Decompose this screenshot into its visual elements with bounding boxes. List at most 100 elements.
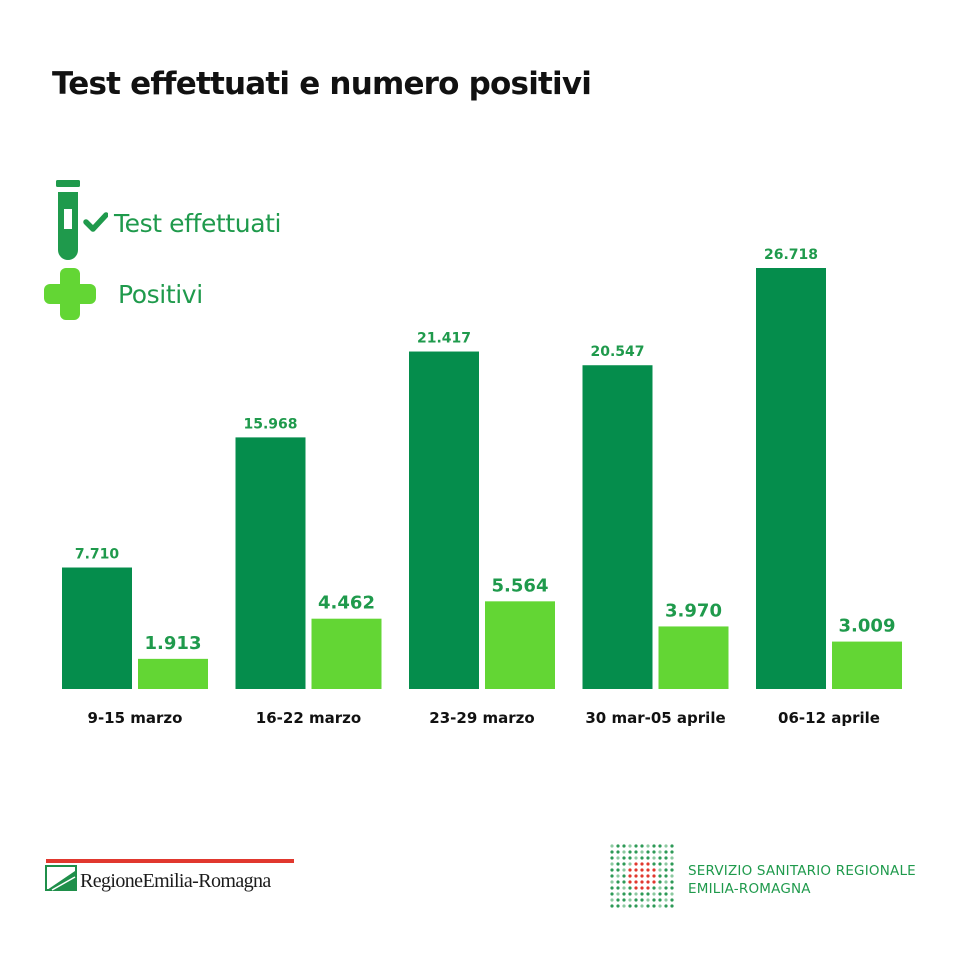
logo-dot bbox=[664, 862, 668, 866]
logo-dot bbox=[646, 856, 650, 860]
logo-dot bbox=[616, 850, 620, 854]
x-tick-label: 23-29 marzo bbox=[429, 709, 534, 727]
logo-dot bbox=[646, 868, 650, 872]
bar-positives bbox=[485, 601, 555, 689]
logo-dot bbox=[664, 904, 668, 908]
logo-dot bbox=[616, 898, 620, 902]
logo-dot bbox=[616, 892, 620, 896]
logo-dot bbox=[646, 880, 650, 884]
logo-dot bbox=[622, 850, 626, 854]
data-label-tests: 20.547 bbox=[590, 344, 644, 360]
test-tube-check-icon bbox=[56, 180, 108, 260]
logo-dot bbox=[652, 874, 656, 878]
logo-dot bbox=[652, 904, 656, 908]
logo-dot bbox=[610, 904, 614, 908]
logo-dot bbox=[622, 898, 626, 902]
logo-dot bbox=[652, 898, 656, 902]
logo-dot bbox=[664, 850, 668, 854]
bar-positives bbox=[311, 618, 382, 689]
logo-dot bbox=[664, 886, 668, 890]
logo-dot bbox=[664, 874, 668, 878]
logo-dot bbox=[652, 880, 656, 884]
logo-dot bbox=[640, 868, 644, 872]
logo-dot bbox=[628, 868, 632, 872]
logo-dot bbox=[616, 868, 620, 872]
bar-positives bbox=[658, 626, 729, 689]
logo-dot bbox=[616, 844, 620, 848]
logo-dot bbox=[622, 856, 626, 860]
logo-dot bbox=[658, 844, 662, 848]
logo-dot bbox=[616, 880, 620, 884]
logo-dot bbox=[652, 850, 656, 854]
logo-dot bbox=[670, 904, 674, 908]
legend-label-positives: Positivi bbox=[118, 279, 203, 309]
logo-dot bbox=[670, 850, 674, 854]
data-label-positives: 3.970 bbox=[665, 600, 722, 621]
logo-dot bbox=[658, 856, 662, 860]
region-logo-text: RegioneEmilia-Romagna bbox=[80, 870, 271, 892]
logo-dot bbox=[628, 880, 632, 884]
logo-dot bbox=[622, 862, 626, 866]
logo-dot bbox=[670, 880, 674, 884]
data-label-positives: 5.564 bbox=[492, 575, 549, 596]
x-tick-label: 30 mar-05 aprile bbox=[585, 709, 725, 727]
logo-dot bbox=[610, 892, 614, 896]
logo-dot bbox=[658, 862, 662, 866]
logo-dot bbox=[646, 874, 650, 878]
logo-dot bbox=[628, 850, 632, 854]
data-label-tests: 7.710 bbox=[75, 547, 120, 563]
region-logo: RegioneEmilia-Romagna bbox=[44, 857, 296, 897]
logo-dot bbox=[628, 904, 632, 908]
logo-dot bbox=[658, 868, 662, 872]
logo-dot bbox=[610, 850, 614, 854]
logo-dot bbox=[670, 856, 674, 860]
data-label-tests: 21.417 bbox=[417, 331, 471, 347]
logo-dot bbox=[646, 892, 650, 896]
data-label-positives: 3.009 bbox=[839, 616, 896, 637]
logo-dot bbox=[622, 844, 626, 848]
logo-dot bbox=[640, 874, 644, 878]
logo-dot bbox=[610, 868, 614, 872]
bar-positives bbox=[138, 658, 208, 689]
logo-dot bbox=[670, 868, 674, 872]
logo-dot bbox=[664, 898, 668, 902]
logo-dot bbox=[616, 886, 620, 890]
data-label-tests: 26.718 bbox=[764, 247, 818, 263]
logo-dot bbox=[640, 856, 644, 860]
logo-dot bbox=[652, 868, 656, 872]
logo-dot bbox=[610, 844, 614, 848]
logo-dot bbox=[622, 904, 626, 908]
logo-dot bbox=[610, 886, 614, 890]
logo-dot bbox=[640, 844, 644, 848]
logo-dot bbox=[652, 886, 656, 890]
logo-dot bbox=[628, 886, 632, 890]
bar-tests bbox=[582, 365, 653, 689]
logo-dot bbox=[628, 898, 632, 902]
logo-dot bbox=[670, 898, 674, 902]
logo-dot bbox=[640, 886, 644, 890]
x-tick-label: 06-12 aprile bbox=[778, 709, 880, 727]
logo-dot bbox=[658, 850, 662, 854]
logo-dot bbox=[640, 892, 644, 896]
logo-dot bbox=[652, 862, 656, 866]
logo-dot bbox=[658, 904, 662, 908]
bar-positives bbox=[832, 641, 902, 689]
data-label-positives: 4.462 bbox=[318, 593, 375, 614]
logo-dot bbox=[622, 886, 626, 890]
logo-dot bbox=[652, 844, 656, 848]
logo-dot bbox=[652, 892, 656, 896]
logo-dot bbox=[646, 862, 650, 866]
logo-dot bbox=[646, 886, 650, 890]
logo-dot bbox=[670, 874, 674, 878]
logo-dot bbox=[664, 844, 668, 848]
logo-dot bbox=[634, 868, 638, 872]
logo-dot bbox=[646, 850, 650, 854]
logo-dot bbox=[622, 868, 626, 872]
logo-dot bbox=[664, 868, 668, 872]
logo-dot bbox=[616, 904, 620, 908]
logo-dot bbox=[670, 862, 674, 866]
logo-dot bbox=[646, 904, 650, 908]
ssr-dot-grid-logo bbox=[610, 844, 674, 908]
service-name-line2: EMILIA-ROMAGNA bbox=[688, 881, 811, 897]
logo-dot bbox=[610, 862, 614, 866]
